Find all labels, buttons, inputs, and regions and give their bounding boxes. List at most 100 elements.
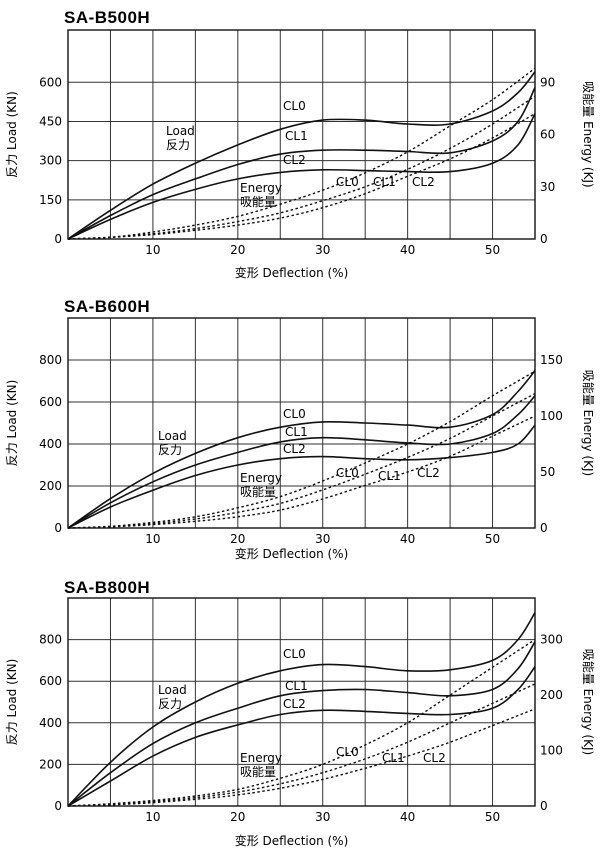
- y2-tick-label: 0: [540, 521, 548, 535]
- y-tick-label: 600: [39, 674, 62, 688]
- energy-curve-cl1: [67, 683, 536, 807]
- load-series-label: CL1: [285, 679, 308, 693]
- load-curve-cl1: [67, 641, 536, 807]
- energy-series-label: CL1: [373, 175, 396, 189]
- energy-series-label: CL2: [423, 751, 446, 765]
- x-tick-label: 10: [145, 243, 160, 257]
- load-series-label: CL1: [285, 129, 308, 143]
- x-tick-label: 40: [400, 532, 415, 546]
- chart-title: SA-B600H: [64, 297, 150, 316]
- energy-series-label: CL2: [412, 175, 435, 189]
- load-series-label: CL2: [283, 153, 306, 167]
- load-curve-cl0: [67, 71, 536, 240]
- x-tick-label: 20: [230, 243, 245, 257]
- x-tick-label: 50: [485, 532, 500, 546]
- load-annotation-cn: 反力: [158, 697, 182, 711]
- y2-tick-label: 300: [540, 633, 563, 647]
- y2-tick-label: 0: [540, 799, 548, 813]
- load-curve-cl2: [67, 113, 536, 240]
- x-tick-label: 30: [315, 243, 330, 257]
- y-axis-label: 反力 Load (KN): [5, 659, 19, 746]
- y-tick-label: 400: [39, 437, 62, 451]
- load-series-label: CL1: [285, 425, 308, 439]
- load-curve-cl0: [67, 612, 536, 807]
- y-tick-label: 200: [39, 479, 62, 493]
- energy-annotation-cn: 吸能量: [240, 195, 276, 209]
- y2-tick-label: 50: [540, 465, 555, 479]
- load-curve-cl2: [67, 424, 536, 529]
- plot-frame: [67, 597, 536, 807]
- energy-series-label: CL1: [382, 751, 405, 765]
- y2-tick-label: 200: [540, 688, 563, 702]
- load-annotation: Load: [166, 124, 195, 138]
- load-curve-cl0: [67, 370, 536, 529]
- chart-title: SA-B500H: [64, 8, 150, 27]
- y-axis-label: 反力 Load (KN): [5, 380, 19, 467]
- x-tick-label: 50: [485, 243, 500, 257]
- x-axis-label: 变形 Deflection (%): [235, 546, 349, 561]
- load-curve-cl1: [67, 87, 536, 240]
- y-tick-label: 200: [39, 757, 62, 771]
- x-tick-label: 40: [400, 810, 415, 824]
- energy-curve-cl0: [67, 639, 536, 807]
- energy-series-label: CL0: [336, 745, 359, 759]
- y-tick-label: 150: [39, 193, 62, 207]
- load-annotation-cn: 反力: [158, 443, 182, 457]
- y2-axis-label: 吸能量 Energy (KJ): [581, 649, 595, 755]
- energy-series-label: CL0: [336, 175, 359, 189]
- y-tick-label: 600: [39, 395, 62, 409]
- y2-tick-label: 60: [540, 128, 555, 142]
- y-tick-label: 600: [39, 75, 62, 89]
- chart-1: SA-B600H 10 20 30 40 50 0 200 400 600 800 0 50 100 150…: [5, 297, 595, 561]
- y2-axis-label: 吸能量 Energy (KJ): [581, 81, 595, 187]
- energy-annotation: Energy: [240, 471, 282, 485]
- y-tick-label: 0: [54, 521, 62, 535]
- x-axis-label: 变形 Deflection (%): [235, 833, 349, 848]
- chart-title: SA-B800H: [64, 578, 150, 597]
- y-axis-label: 反力 Load (KN): [5, 91, 19, 178]
- x-tick-label: 50: [485, 810, 500, 824]
- energy-curve-cl0: [67, 370, 536, 529]
- load-series-label: CL0: [283, 647, 306, 661]
- y2-tick-label: 0: [540, 232, 548, 246]
- energy-curve-cl0: [67, 67, 536, 240]
- x-tick-label: 10: [145, 810, 160, 824]
- y-tick-label: 400: [39, 716, 62, 730]
- load-series-label: CL0: [283, 407, 306, 421]
- y-tick-label: 300: [39, 154, 62, 168]
- y-tick-label: 450: [39, 114, 62, 128]
- y2-tick-label: 100: [540, 409, 563, 423]
- energy-series-label: CL0: [336, 466, 359, 480]
- energy-curve-cl2: [67, 112, 536, 240]
- load-curve-cl2: [67, 666, 536, 807]
- x-tick-label: 40: [400, 243, 415, 257]
- energy-curve-cl2: [67, 415, 536, 529]
- energy-annotation-cn: 吸能量: [240, 765, 276, 779]
- y2-tick-label: 30: [540, 180, 555, 194]
- y-tick-label: 0: [54, 799, 62, 813]
- load-series-label: CL0: [283, 99, 306, 113]
- energy-annotation-cn: 吸能量: [240, 485, 276, 499]
- energy-curve-cl1: [67, 392, 536, 529]
- y2-tick-label: 150: [540, 353, 563, 367]
- load-series-label: CL2: [283, 697, 306, 711]
- y2-axis-label: 吸能量 Energy (KJ): [581, 370, 595, 476]
- load-series-label: CL2: [283, 442, 306, 456]
- load-curve-cl1: [67, 395, 536, 529]
- load-annotation-cn: 反力: [166, 138, 190, 152]
- y2-tick-label: 90: [540, 75, 555, 89]
- y-tick-label: 800: [39, 633, 62, 647]
- energy-annotation: Energy: [240, 181, 282, 195]
- x-axis-label: 变形 Deflection (%): [235, 265, 349, 280]
- x-tick-label: 20: [230, 532, 245, 546]
- energy-curve-cl1: [67, 95, 536, 240]
- x-tick-label: 20: [230, 810, 245, 824]
- load-annotation: Load: [158, 429, 187, 443]
- energy-annotation: Energy: [240, 751, 282, 765]
- plot-frame: [67, 317, 536, 529]
- y-tick-label: 800: [39, 353, 62, 367]
- energy-curve-cl2: [67, 708, 536, 807]
- y2-tick-label: 100: [540, 744, 563, 758]
- chart-0: SA-B500H 10 20 30 40 50 0 150 300 450 600 0 30 60 90 变形…: [5, 8, 595, 280]
- energy-series-label: CL2: [417, 466, 440, 480]
